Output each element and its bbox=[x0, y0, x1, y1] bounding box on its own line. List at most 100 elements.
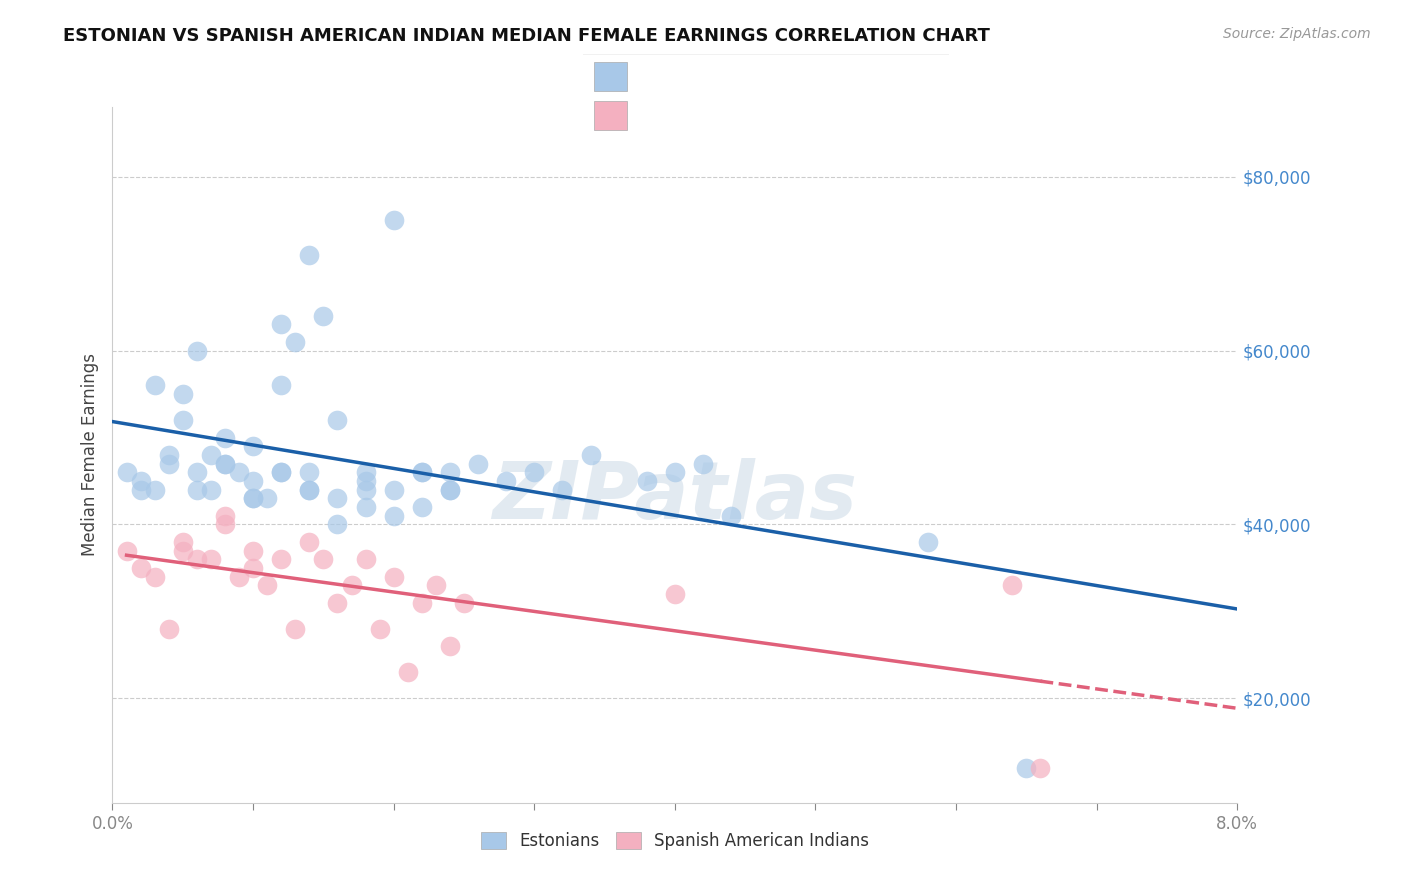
Point bbox=[242, 491, 264, 506]
Point bbox=[439, 639, 461, 653]
Point bbox=[326, 413, 349, 427]
Point bbox=[917, 534, 939, 549]
Point bbox=[411, 466, 433, 480]
Point bbox=[1015, 761, 1038, 775]
Point bbox=[354, 483, 377, 497]
Point bbox=[382, 508, 405, 523]
Point bbox=[1001, 578, 1024, 592]
Point bbox=[411, 596, 433, 610]
Point bbox=[129, 561, 152, 575]
Point bbox=[270, 318, 292, 332]
Point bbox=[157, 448, 180, 462]
Text: Source: ZipAtlas.com: Source: ZipAtlas.com bbox=[1223, 27, 1371, 41]
Point bbox=[467, 457, 489, 471]
Point bbox=[312, 552, 335, 566]
Point bbox=[1029, 761, 1052, 775]
Point bbox=[143, 570, 166, 584]
Point bbox=[664, 466, 686, 480]
Point bbox=[115, 466, 138, 480]
Point bbox=[214, 430, 236, 444]
Point bbox=[242, 474, 264, 488]
Point bbox=[298, 466, 321, 480]
Point bbox=[720, 508, 742, 523]
Point bbox=[298, 248, 321, 262]
Point bbox=[214, 508, 236, 523]
Point bbox=[312, 309, 335, 323]
Point bbox=[284, 334, 307, 349]
Point bbox=[636, 474, 658, 488]
Point bbox=[439, 483, 461, 497]
Point bbox=[200, 483, 222, 497]
Point bbox=[298, 483, 321, 497]
Point bbox=[368, 622, 391, 636]
Point bbox=[523, 466, 546, 480]
Point bbox=[411, 466, 433, 480]
Point bbox=[411, 500, 433, 514]
Point bbox=[396, 665, 419, 680]
Point bbox=[256, 578, 278, 592]
Point bbox=[354, 500, 377, 514]
Point bbox=[242, 491, 264, 506]
Point bbox=[172, 387, 194, 401]
Point bbox=[692, 457, 714, 471]
Point bbox=[214, 457, 236, 471]
Point bbox=[172, 413, 194, 427]
Point bbox=[551, 483, 574, 497]
Point bbox=[439, 466, 461, 480]
Point bbox=[453, 596, 475, 610]
Point bbox=[186, 483, 208, 497]
Point bbox=[242, 561, 264, 575]
FancyBboxPatch shape bbox=[579, 53, 953, 139]
Point bbox=[157, 457, 180, 471]
Point bbox=[270, 552, 292, 566]
Text: R =  -0.138   N = 60: R = -0.138 N = 60 bbox=[638, 69, 801, 84]
Y-axis label: Median Female Earnings: Median Female Earnings bbox=[80, 353, 98, 557]
Point bbox=[340, 578, 363, 592]
Point bbox=[256, 491, 278, 506]
Point bbox=[284, 622, 307, 636]
Point bbox=[326, 596, 349, 610]
Point bbox=[382, 570, 405, 584]
Point bbox=[186, 343, 208, 358]
Point bbox=[354, 552, 377, 566]
Point bbox=[495, 474, 517, 488]
Legend: Estonians, Spanish American Indians: Estonians, Spanish American Indians bbox=[474, 826, 876, 857]
Point bbox=[382, 213, 405, 227]
FancyBboxPatch shape bbox=[595, 62, 627, 91]
Point bbox=[242, 543, 264, 558]
Point bbox=[228, 466, 250, 480]
Point bbox=[270, 466, 292, 480]
Point bbox=[326, 491, 349, 506]
Point bbox=[664, 587, 686, 601]
Text: ESTONIAN VS SPANISH AMERICAN INDIAN MEDIAN FEMALE EARNINGS CORRELATION CHART: ESTONIAN VS SPANISH AMERICAN INDIAN MEDI… bbox=[63, 27, 990, 45]
Point bbox=[200, 552, 222, 566]
Point bbox=[186, 466, 208, 480]
Point bbox=[270, 466, 292, 480]
Point bbox=[157, 622, 180, 636]
Point bbox=[143, 378, 166, 392]
Point bbox=[115, 543, 138, 558]
Point bbox=[186, 552, 208, 566]
Point bbox=[129, 474, 152, 488]
Point bbox=[143, 483, 166, 497]
Point bbox=[228, 570, 250, 584]
Text: R =  -0.208   N =  31: R = -0.208 N = 31 bbox=[638, 108, 807, 123]
Point bbox=[354, 466, 377, 480]
Point bbox=[214, 517, 236, 532]
Point bbox=[298, 483, 321, 497]
Point bbox=[214, 457, 236, 471]
Point bbox=[172, 534, 194, 549]
Point bbox=[270, 378, 292, 392]
Point bbox=[326, 517, 349, 532]
Point bbox=[425, 578, 447, 592]
Point bbox=[172, 543, 194, 558]
Point bbox=[242, 439, 264, 453]
Point bbox=[382, 483, 405, 497]
Text: ZIPatlas: ZIPatlas bbox=[492, 458, 858, 536]
Point bbox=[354, 474, 377, 488]
Point bbox=[298, 534, 321, 549]
Point bbox=[439, 483, 461, 497]
Point bbox=[579, 448, 602, 462]
FancyBboxPatch shape bbox=[595, 101, 627, 130]
Point bbox=[200, 448, 222, 462]
